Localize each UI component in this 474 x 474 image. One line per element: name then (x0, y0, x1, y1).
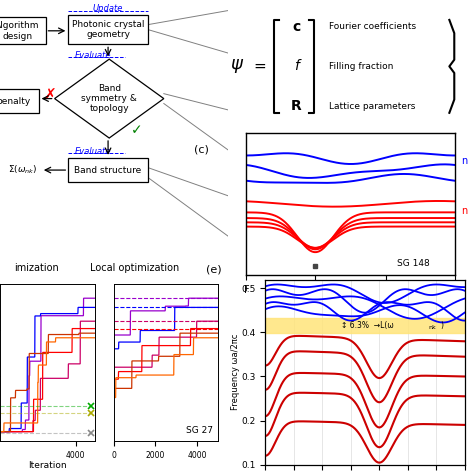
Text: Filling fraction: Filling fraction (328, 62, 393, 71)
Text: ): ) (441, 321, 444, 330)
Text: Algorithm
design: Algorithm design (0, 21, 39, 40)
Text: Update: Update (93, 4, 123, 13)
Text: Photonic crystal
geometry: Photonic crystal geometry (72, 20, 144, 39)
Text: penalty: penalty (0, 97, 31, 106)
Text: Band
symmetry &
topology: Band symmetry & topology (81, 84, 137, 113)
Text: Band structure: Band structure (74, 165, 142, 174)
Text: =: = (253, 59, 266, 74)
Text: (c): (c) (194, 144, 209, 154)
Text: n: n (461, 156, 467, 166)
Text: nk: nk (428, 325, 437, 330)
Text: ↕ 6.3%  →L(ω: ↕ 6.3% →L(ω (341, 321, 394, 330)
Text: Local optimization: Local optimization (90, 263, 179, 273)
Text: c: c (292, 19, 301, 34)
Text: Lattice parameters: Lattice parameters (328, 102, 415, 110)
Text: R: R (291, 99, 302, 113)
Text: ✗: ✗ (44, 87, 56, 102)
Text: imization: imization (14, 263, 59, 273)
FancyBboxPatch shape (68, 158, 148, 182)
Text: $\Sigma(\omega_{nk})$: $\Sigma(\omega_{nk})$ (8, 164, 37, 176)
Text: $\psi$: $\psi$ (230, 57, 245, 75)
Text: ✓: ✓ (131, 124, 142, 137)
FancyBboxPatch shape (0, 17, 46, 45)
Text: Evaluate: Evaluate (75, 51, 111, 60)
Y-axis label: Frequency ωa/2πc: Frequency ωa/2πc (231, 334, 240, 410)
Text: Fourier coefficients: Fourier coefficients (328, 22, 416, 31)
FancyBboxPatch shape (0, 89, 39, 113)
Text: n: n (461, 206, 467, 216)
Text: f: f (294, 59, 299, 73)
Bar (265, 319, 465, 333)
Text: Evaluate: Evaluate (75, 147, 111, 156)
Text: SG 148: SG 148 (397, 259, 430, 268)
X-axis label: Iteration: Iteration (28, 461, 67, 470)
Text: (e): (e) (206, 264, 221, 274)
Polygon shape (55, 59, 164, 138)
FancyBboxPatch shape (68, 15, 148, 45)
Text: SG 27: SG 27 (186, 426, 213, 435)
